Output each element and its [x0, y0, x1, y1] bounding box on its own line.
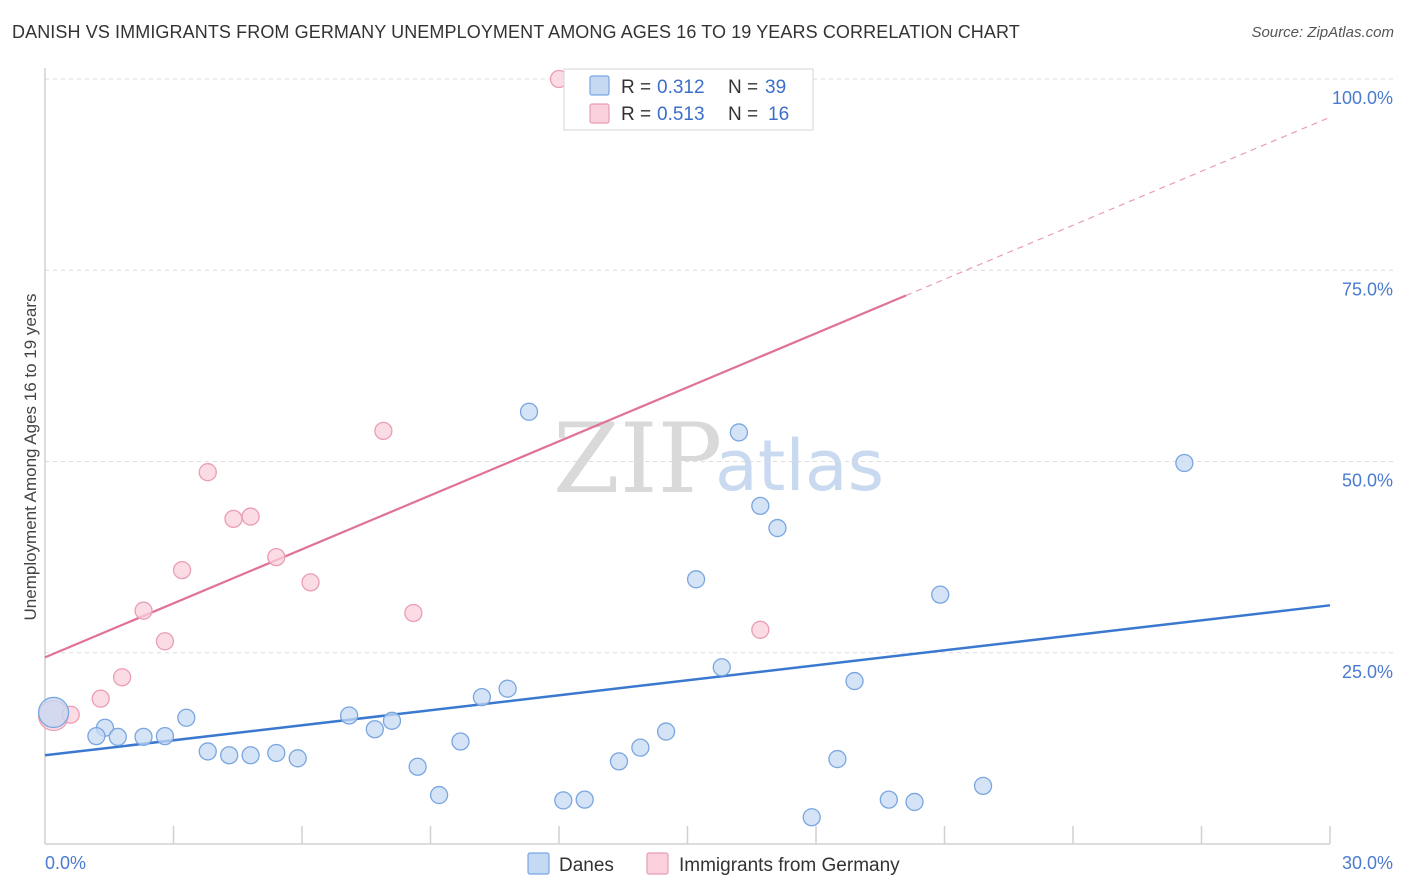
germany-point	[172, 560, 192, 580]
y-tick-label: 50.0%	[1342, 471, 1393, 491]
germany-bottom-label: Immigrants from Germany	[679, 855, 900, 876]
germany-trend-line	[44, 294, 907, 659]
danes-point	[134, 727, 153, 747]
germany-legend-swatch	[589, 103, 610, 124]
watermark: ZIP atlas	[553, 403, 884, 515]
germany-n-label: N =	[728, 104, 758, 125]
danes-r-label: R =	[621, 77, 651, 98]
danes-n-label: N =	[728, 77, 758, 98]
danes-point	[37, 696, 70, 729]
danes-trend-line	[44, 604, 1331, 757]
germany-point	[134, 601, 153, 620]
x-axis-ticks	[172, 826, 1331, 844]
stats-legend: R = 0.312 N = 39 R = 0.513 N = 16	[563, 68, 814, 131]
danes-point	[609, 752, 629, 771]
germany-point	[198, 463, 217, 482]
danes-point	[712, 658, 731, 677]
danes-point	[575, 790, 594, 809]
danes-points	[37, 402, 1194, 827]
danes-legend-swatch	[589, 75, 610, 96]
watermark-zip: ZIP	[553, 403, 722, 515]
danes-point	[220, 746, 239, 765]
germany-bottom-swatch	[646, 852, 669, 875]
danes-point	[198, 742, 217, 761]
danes-point	[339, 706, 359, 725]
danes-r-value: 0.312	[657, 77, 705, 98]
danes-point	[498, 679, 517, 698]
source-credit: Source: ZipAtlas.com	[1251, 24, 1394, 41]
danes-point	[751, 496, 770, 516]
danes-point	[451, 732, 470, 751]
y-tick-label: 100.0%	[1332, 88, 1393, 108]
danes-point	[973, 776, 993, 796]
germany-point	[301, 573, 320, 592]
danes-point	[768, 518, 787, 538]
germany-point	[155, 632, 175, 651]
germany-r-label: R =	[621, 104, 651, 125]
danes-point	[177, 708, 196, 727]
danes-point	[108, 727, 127, 747]
germany-point	[241, 507, 260, 526]
danes-point	[519, 402, 539, 421]
danes-point	[267, 743, 286, 763]
danes-point	[845, 671, 864, 691]
danes-bottom-label: Danes	[559, 855, 614, 876]
danes-point	[87, 726, 106, 746]
germany-point	[267, 547, 286, 567]
danes-point	[382, 711, 402, 730]
x-tick-label-min: 0.0%	[45, 853, 86, 873]
germany-points	[37, 69, 770, 732]
danes-n-value: 39	[765, 77, 786, 98]
y-tick-labels: 25.0% 50.0% 75.0% 100.0%	[1332, 88, 1393, 682]
danes-bottom-swatch	[527, 852, 550, 875]
danes-point	[554, 791, 573, 810]
germany-point	[751, 620, 770, 639]
trend-lines	[44, 116, 1331, 757]
danes-point	[656, 722, 676, 741]
danes-point	[472, 687, 492, 707]
danes-point	[429, 785, 449, 805]
chart-title: DANISH VS IMMIGRANTS FROM GERMANY UNEMPL…	[12, 22, 1020, 42]
germany-trend-extension	[905, 116, 1331, 297]
danes-point	[155, 726, 175, 746]
germany-point	[374, 421, 393, 441]
danes-point	[631, 738, 650, 757]
series-legend: Danes Immigrants from Germany	[527, 852, 900, 876]
danes-point	[828, 749, 847, 769]
germany-point	[404, 603, 423, 623]
danes-point	[879, 790, 898, 809]
y-axis-label: Unemployment Among Ages 16 to 19 years	[21, 294, 40, 621]
danes-point	[288, 749, 307, 768]
germany-n-value: 16	[768, 104, 789, 125]
danes-point	[241, 746, 260, 765]
germany-point	[91, 689, 110, 708]
danes-point	[1175, 453, 1194, 473]
germany-point	[112, 668, 132, 687]
danes-point	[931, 585, 950, 604]
danes-point	[686, 570, 706, 589]
danes-point	[905, 792, 924, 812]
germany-r-value: 0.513	[657, 104, 705, 125]
danes-point	[802, 808, 821, 827]
y-tick-label: 75.0%	[1342, 279, 1393, 299]
x-tick-label-max: 30.0%	[1342, 853, 1393, 873]
gridlines	[45, 78, 1393, 654]
y-tick-label: 25.0%	[1342, 662, 1393, 682]
danes-point	[408, 757, 427, 776]
danes-point	[729, 423, 749, 442]
germany-point	[224, 509, 243, 529]
danes-point	[365, 720, 384, 739]
